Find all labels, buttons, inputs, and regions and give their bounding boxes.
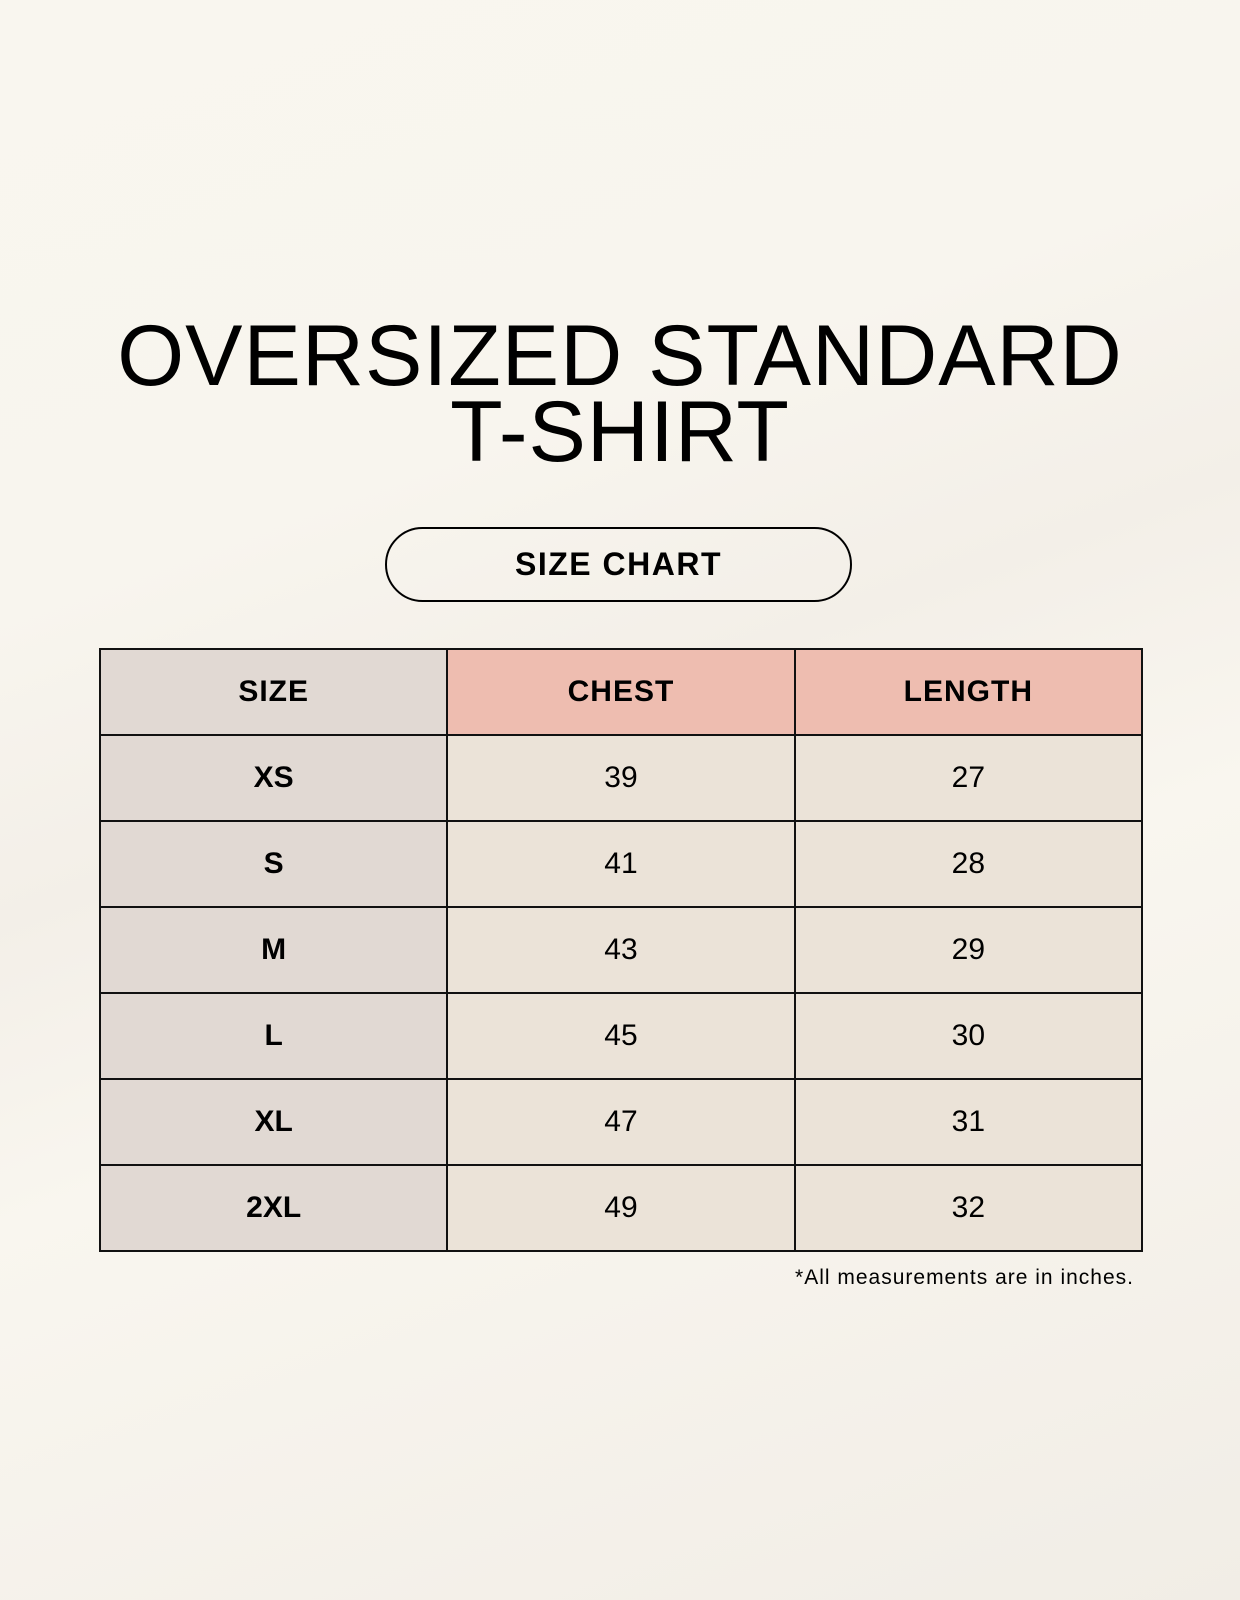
table-row: L 45 30 — [98, 992, 1144, 1080]
size-table: SIZE CHEST LENGTH XS 39 27 S 41 28 M 43 29 L 45 30 X… — [98, 648, 1144, 1252]
title-line-2: T-SHIRT — [450, 384, 790, 480]
cell-length: 32 — [793, 1164, 1144, 1252]
cell-size: S — [98, 820, 449, 908]
table-row: S 41 28 — [98, 820, 1144, 908]
size-chart-badge: SIZE CHART — [385, 527, 852, 602]
table-row: 2XL 49 32 — [98, 1164, 1144, 1252]
title-line-1: OVERSIZED STANDARD — [117, 308, 1123, 404]
cell-size: L — [98, 992, 449, 1080]
cell-length: 31 — [793, 1078, 1144, 1166]
table-row: XL 47 31 — [98, 1078, 1144, 1166]
header-row: SIZE CHEST LENGTH — [98, 648, 1144, 736]
measurement-note: *All measurements are in inches. — [795, 1266, 1134, 1289]
cell-chest: 45 — [446, 992, 796, 1080]
cell-chest: 43 — [446, 906, 796, 994]
cell-length: 30 — [793, 992, 1144, 1080]
cell-chest: 49 — [446, 1164, 796, 1252]
header-length: LENGTH — [793, 648, 1144, 736]
cell-size: 2XL — [98, 1164, 449, 1252]
table-row: M 43 29 — [98, 906, 1144, 994]
header-chest: CHEST — [446, 648, 796, 736]
header-size: SIZE — [98, 648, 449, 736]
cell-size: XS — [98, 734, 449, 822]
cell-length: 27 — [793, 734, 1144, 822]
table-row: XS 39 27 — [98, 734, 1144, 822]
cell-size: M — [98, 906, 449, 994]
cell-chest: 41 — [446, 820, 796, 908]
cell-size: XL — [98, 1078, 449, 1166]
cell-chest: 47 — [446, 1078, 796, 1166]
cell-length: 29 — [793, 906, 1144, 994]
cell-chest: 39 — [446, 734, 796, 822]
page-title: OVERSIZED STANDARD T-SHIRT — [0, 308, 1240, 480]
cell-length: 28 — [793, 820, 1144, 908]
